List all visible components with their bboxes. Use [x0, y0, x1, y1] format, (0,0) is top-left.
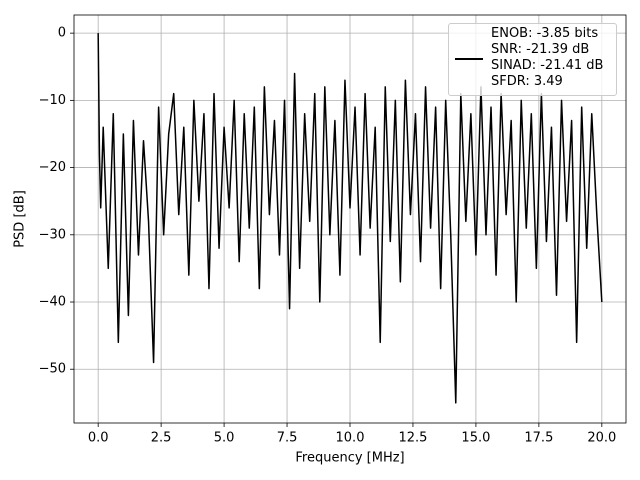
y-tick-label: 0 — [58, 26, 66, 41]
y-tick-label: −10 — [39, 93, 66, 108]
x-tick-label: 15.0 — [461, 431, 490, 446]
x-tick-label: 5.0 — [214, 431, 235, 446]
x-tick-label: 10.0 — [336, 431, 365, 446]
y-tick-label: −40 — [39, 295, 66, 310]
x-tick-label: 7.5 — [277, 431, 298, 446]
x-tick-label: 12.5 — [398, 431, 427, 446]
x-tick-label: 20.0 — [587, 431, 616, 446]
y-tick-label: −30 — [39, 227, 66, 242]
line-series — [97, 33, 603, 404]
y-tick-label: −20 — [39, 160, 66, 175]
legend-label: ENOB: -3.85 bits SNR: -21.39 dB SINAD: -… — [491, 26, 604, 89]
y-axis-label: PSD [dB] — [13, 190, 28, 248]
x-axis-label: Frequency [MHz] — [295, 451, 404, 466]
legend: ENOB: -3.85 bits SNR: -21.39 dB SINAD: -… — [448, 23, 617, 96]
legend-swatch — [455, 58, 483, 60]
y-tick-label: −50 — [39, 362, 66, 377]
x-tick-label: 2.5 — [151, 431, 172, 446]
x-tick-label: 0.0 — [88, 431, 109, 446]
plot-frame — [73, 14, 627, 424]
x-tick-label: 17.5 — [524, 431, 553, 446]
